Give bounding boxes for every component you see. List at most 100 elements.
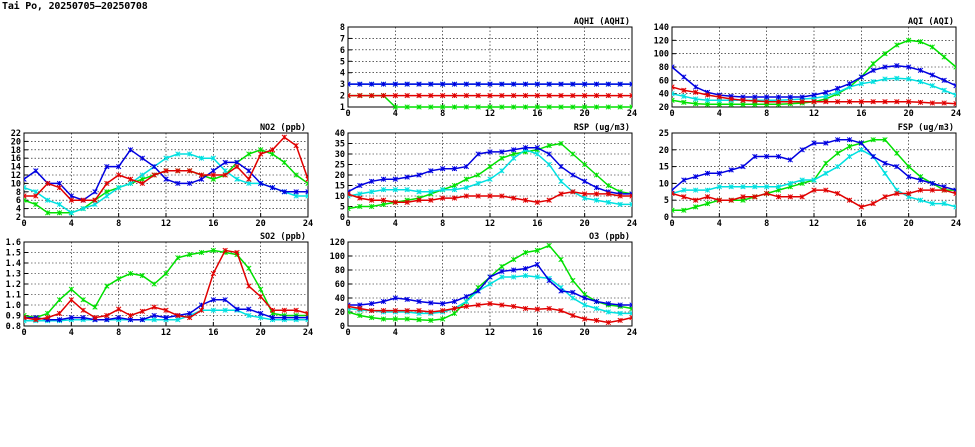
data-point bbox=[558, 104, 564, 110]
data-point bbox=[440, 300, 446, 307]
x-tick-label: 4 bbox=[69, 328, 74, 338]
data-point bbox=[440, 81, 446, 87]
data-point bbox=[293, 189, 299, 195]
data-point bbox=[305, 314, 308, 321]
data-point bbox=[451, 81, 458, 87]
data-point bbox=[24, 197, 27, 203]
grid bbox=[348, 133, 632, 217]
data-point bbox=[487, 163, 493, 170]
data-point bbox=[522, 249, 529, 256]
data-point bbox=[116, 163, 122, 170]
data-point bbox=[582, 191, 588, 197]
data-point bbox=[953, 204, 956, 210]
data-point bbox=[570, 104, 576, 110]
data-point bbox=[693, 84, 699, 90]
data-point bbox=[451, 166, 458, 172]
data-point bbox=[582, 195, 588, 201]
series-3 bbox=[672, 84, 956, 107]
data-point bbox=[234, 163, 240, 170]
data-point bbox=[570, 312, 576, 319]
data-point bbox=[693, 96, 699, 102]
data-point bbox=[835, 89, 841, 95]
data-point bbox=[835, 150, 841, 156]
data-point bbox=[380, 316, 387, 322]
y-tick-label: 1.0 bbox=[6, 301, 21, 311]
data-point bbox=[187, 310, 193, 317]
data-point bbox=[522, 81, 529, 87]
data-point bbox=[392, 176, 398, 182]
data-point bbox=[246, 176, 252, 182]
data-point bbox=[546, 142, 552, 149]
y-tick-label: 4 bbox=[16, 205, 21, 215]
y-tick-label: 80 bbox=[659, 63, 669, 73]
data-point bbox=[593, 191, 600, 197]
data-point bbox=[416, 298, 422, 305]
data-point bbox=[369, 307, 375, 314]
data-point bbox=[234, 176, 240, 182]
data-point bbox=[392, 199, 398, 205]
data-point bbox=[357, 195, 363, 201]
data-point bbox=[198, 155, 205, 161]
y-tick-label: 60 bbox=[335, 280, 345, 290]
x-tick-label: 4 bbox=[717, 219, 722, 229]
data-point bbox=[605, 191, 611, 197]
data-point bbox=[392, 316, 398, 322]
data-point bbox=[258, 286, 264, 292]
data-point bbox=[92, 189, 98, 195]
data-point bbox=[139, 172, 145, 178]
series-2 bbox=[24, 297, 308, 323]
data-point bbox=[198, 307, 205, 313]
data-point bbox=[534, 274, 540, 280]
data-point bbox=[764, 99, 770, 105]
data-point bbox=[811, 99, 817, 105]
data-point bbox=[499, 263, 505, 270]
data-point bbox=[293, 142, 299, 149]
data-point bbox=[392, 92, 398, 99]
data-point bbox=[45, 210, 51, 216]
data-point bbox=[416, 307, 422, 314]
data-point bbox=[210, 270, 216, 277]
data-point bbox=[846, 197, 853, 203]
data-point bbox=[440, 316, 446, 322]
data-point bbox=[811, 92, 817, 98]
plot-title: RSP (ug/m3) bbox=[574, 123, 630, 133]
x-tick-label: 20 bbox=[580, 109, 590, 119]
data-point bbox=[534, 261, 540, 268]
data-point bbox=[475, 288, 481, 294]
x-tick-label: 8 bbox=[440, 219, 445, 229]
data-point bbox=[139, 155, 145, 161]
data-point bbox=[487, 104, 493, 110]
data-point bbox=[511, 155, 517, 161]
data-point bbox=[835, 99, 841, 105]
data-point bbox=[752, 94, 758, 100]
data-point bbox=[752, 194, 758, 200]
x-tick-label: 24 bbox=[627, 328, 637, 338]
data-point bbox=[522, 197, 529, 203]
data-point bbox=[80, 205, 86, 212]
data-point bbox=[882, 160, 888, 166]
data-point bbox=[752, 153, 758, 160]
data-point bbox=[475, 180, 481, 187]
data-point bbox=[210, 172, 216, 178]
data-point bbox=[56, 297, 63, 303]
data-point bbox=[234, 159, 240, 166]
data-point bbox=[487, 81, 493, 87]
data-point bbox=[894, 150, 900, 156]
data-point bbox=[787, 157, 793, 163]
data-point bbox=[357, 312, 363, 319]
data-point bbox=[672, 84, 675, 90]
data-point bbox=[787, 180, 793, 187]
data-point bbox=[222, 297, 228, 303]
x-tick-label: 20 bbox=[904, 109, 914, 119]
data-point bbox=[258, 293, 264, 300]
data-point bbox=[882, 64, 888, 70]
data-point bbox=[894, 163, 900, 170]
x-tick-label: 16 bbox=[856, 219, 866, 229]
data-point bbox=[428, 197, 434, 203]
x-tick-label: 0 bbox=[21, 219, 26, 229]
data-point bbox=[127, 270, 134, 277]
data-point bbox=[894, 75, 900, 81]
data-point bbox=[894, 99, 900, 105]
data-point bbox=[546, 151, 552, 157]
